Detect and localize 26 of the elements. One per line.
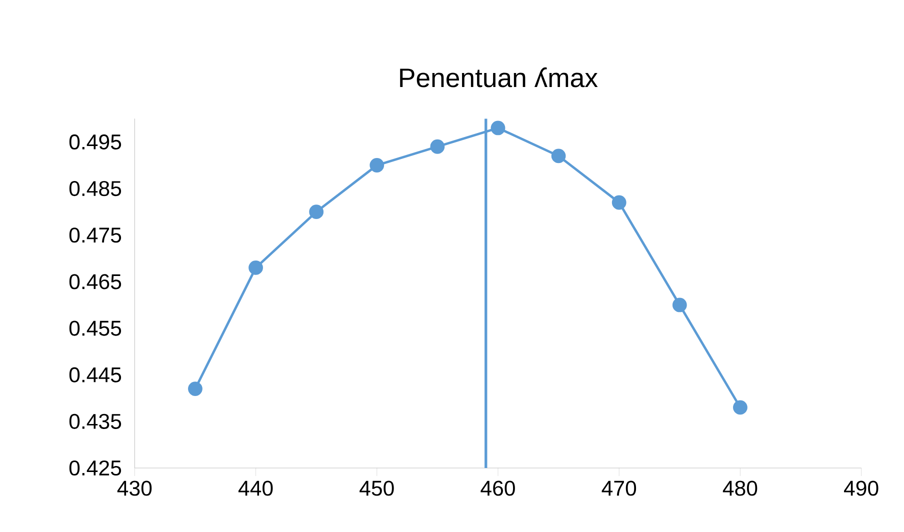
y-tick-label: 0.435 <box>69 414 122 429</box>
x-tick-label: 490 <box>844 480 878 496</box>
y-tick-label: 0.465 <box>69 274 122 290</box>
point <box>612 195 626 210</box>
point <box>490 120 506 136</box>
y-tick-label: 0.425 <box>69 460 122 476</box>
x-tick-label: 470 <box>602 480 636 496</box>
y-tick-label: 0.445 <box>69 367 122 382</box>
point <box>370 158 384 172</box>
x-tick-label: 450 <box>360 480 394 496</box>
y-tick-label: 0.485 <box>69 180 122 196</box>
y-tick-label: 0.495 <box>69 134 122 150</box>
point <box>248 260 263 275</box>
point <box>733 400 748 415</box>
point <box>430 139 445 154</box>
x-tick-label: 430 <box>117 480 152 496</box>
point <box>188 382 202 396</box>
point <box>309 204 324 220</box>
x-tick-label: 480 <box>722 480 758 496</box>
x-tick-label: 460 <box>480 480 515 496</box>
chart-title: Penentuan ʎmax <box>400 67 598 88</box>
y-tick-label: 0.455 <box>69 320 122 336</box>
x-tick-label: 440 <box>238 480 273 496</box>
point <box>672 298 687 312</box>
y-tick-label: 0.475 <box>69 228 122 243</box>
point <box>551 148 566 164</box>
